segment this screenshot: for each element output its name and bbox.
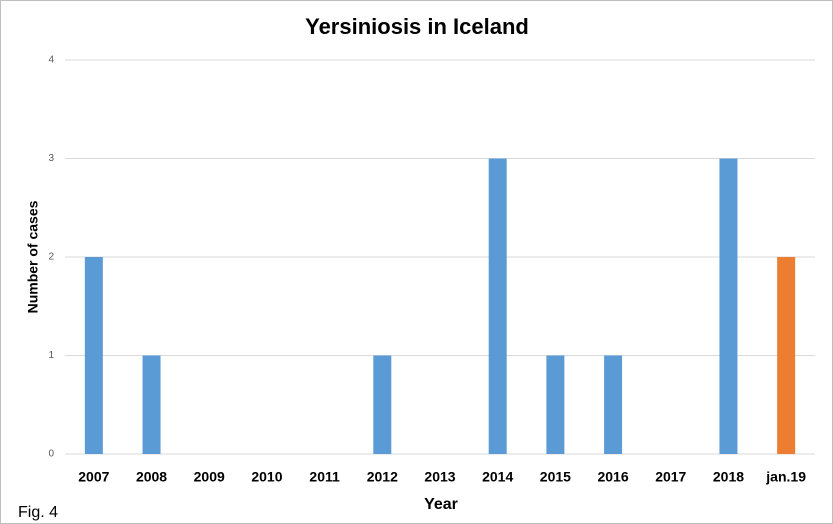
bar: [604, 355, 623, 454]
y-tick-label: 2: [48, 252, 54, 263]
x-tick-label: jan.19: [765, 469, 806, 485]
x-tick-label: 2011: [309, 469, 340, 485]
bar: [546, 355, 565, 454]
x-axis-label: Year: [424, 496, 458, 513]
bar: [488, 158, 507, 454]
y-axis-label: Number of cases: [25, 200, 41, 313]
bar: [719, 158, 738, 454]
x-tick-label: 2007: [78, 469, 109, 485]
x-tick-label: 2009: [194, 469, 225, 485]
y-tick-label: 1: [48, 350, 54, 361]
y-tick-label: 4: [48, 55, 54, 66]
bar: [777, 257, 796, 454]
figure-annotation: Fig. 4: [18, 504, 58, 521]
x-tick-label: 2013: [424, 469, 455, 485]
x-tick-label: 2012: [367, 469, 398, 485]
x-tick-label: 2016: [597, 469, 628, 485]
x-tick-label: 2015: [540, 469, 571, 485]
y-tick-label: 3: [48, 153, 54, 164]
x-tick-label: 2010: [251, 469, 282, 485]
y-tick-label: 0: [48, 449, 54, 460]
bar: [373, 355, 392, 454]
x-tick-label: 2018: [713, 469, 744, 485]
x-tick-label: 2017: [655, 469, 686, 485]
x-tick-label: 2014: [482, 469, 513, 485]
bar: [142, 355, 161, 454]
bar: [84, 257, 103, 454]
x-tick-label: 2008: [136, 469, 167, 485]
chart-title: Yersiniosis in Iceland: [305, 14, 529, 39]
